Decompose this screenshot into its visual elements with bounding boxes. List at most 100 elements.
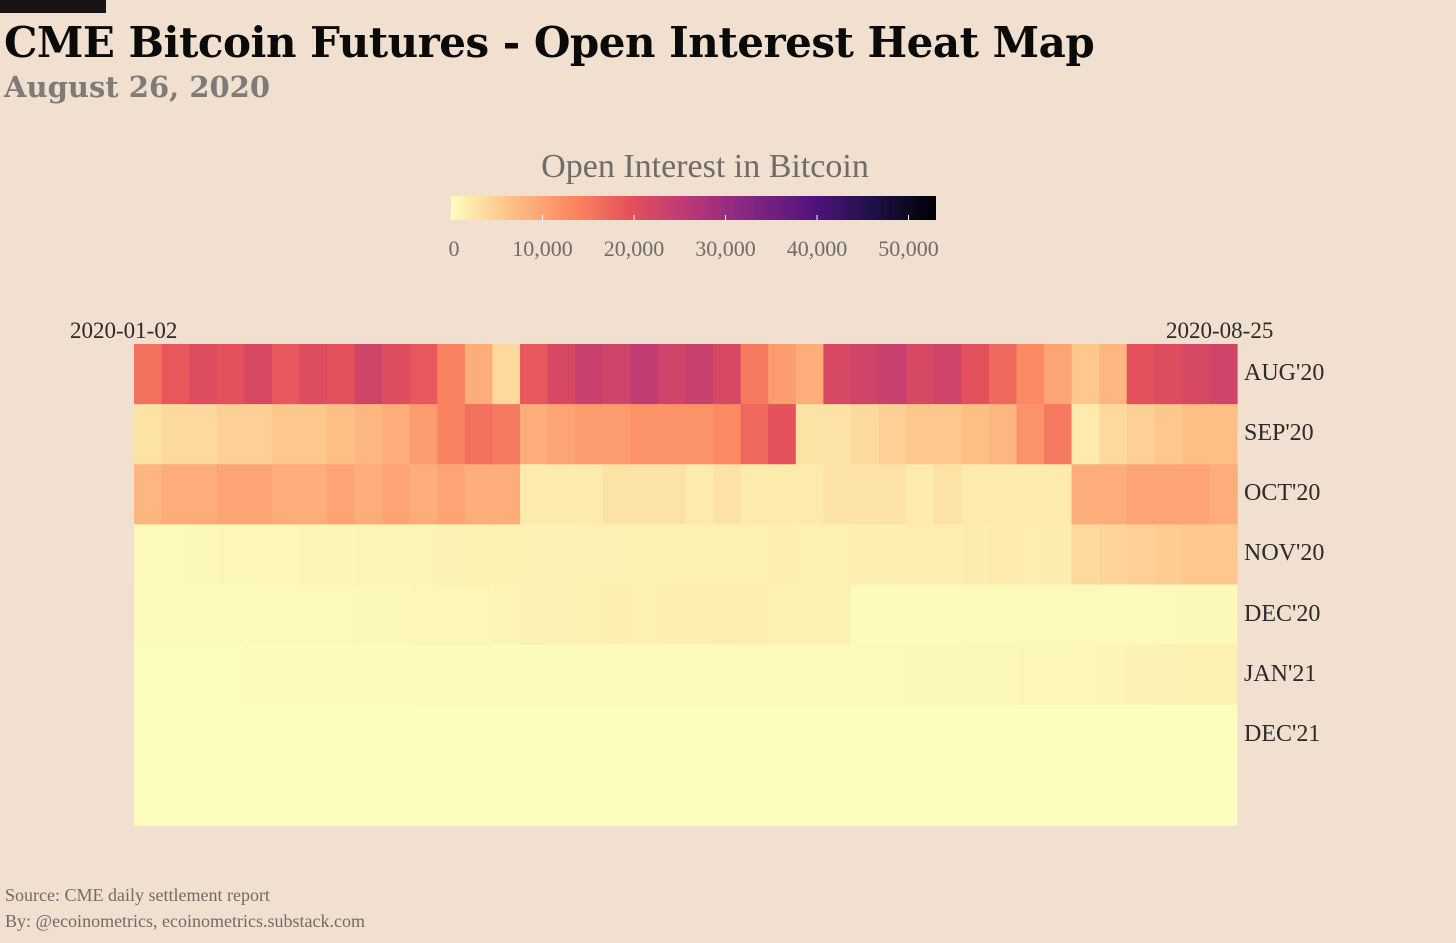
heatmap-cell: [1016, 344, 1045, 405]
heatmap-cell: [1154, 764, 1183, 826]
heatmap-cell: [271, 584, 301, 646]
heatmap-cell: [492, 704, 521, 766]
heatmap-cell: [1043, 404, 1073, 465]
heatmap-cell: [685, 404, 714, 465]
heatmap-cell: [1209, 344, 1238, 405]
heatmap-cell: [1126, 344, 1155, 405]
heatmap-cell: [409, 764, 438, 826]
heatmap-cell: [878, 344, 907, 405]
heatmap-cell: [1016, 464, 1045, 525]
heatmap-cell: [630, 404, 659, 465]
heatmap-cell: [1154, 344, 1183, 405]
y-label: NOV'20: [1244, 540, 1325, 567]
heatmap-cell: [520, 584, 549, 646]
heatmap-cell: [464, 344, 494, 405]
heatmap-cell: [327, 524, 356, 586]
heatmap-cell: [134, 644, 163, 706]
heatmap-cell: [161, 644, 190, 706]
heatmap-cell: [630, 644, 659, 706]
heatmap-cell: [795, 704, 824, 766]
heatmap-cell: [299, 584, 328, 646]
heatmap-cell: [988, 644, 1017, 706]
heatmap-cell: [134, 584, 163, 646]
heatmap-cell: [216, 464, 245, 525]
heatmap-cell: [850, 404, 880, 465]
heatmap-cell: [520, 344, 549, 405]
heatmap-cell: [189, 704, 218, 766]
heatmap-cell: [216, 524, 245, 586]
y-label: SEP'20: [1244, 420, 1314, 447]
heatmap-cell: [961, 704, 990, 766]
heatmap-cell: [161, 464, 190, 525]
heatmap-cell: [740, 464, 769, 525]
heatmap-cell: [1099, 464, 1128, 525]
footer-source: Source: CME daily settlement report: [5, 885, 270, 905]
heatmap-cell: [823, 704, 852, 766]
heatmap-cell: [216, 404, 245, 465]
heatmap-cell: [961, 584, 990, 646]
heatmap-cell: [1016, 404, 1045, 465]
heatmap-cell: [713, 644, 742, 706]
heatmap-cell: [630, 524, 659, 586]
heatmap-cell: [520, 464, 549, 525]
heatmap-cell: [1099, 404, 1128, 465]
heatmap-cell: [1126, 704, 1155, 766]
heatmap-cell: [547, 404, 576, 465]
heatmap-cell: [299, 524, 328, 586]
heatmap-cell: [1154, 404, 1183, 465]
heatmap-cell: [271, 404, 301, 465]
heatmap-cell: [1154, 464, 1183, 525]
heatmap-cell: [768, 464, 797, 525]
heatmap-cell: [354, 644, 383, 706]
heatmap-cell: [271, 764, 301, 826]
heatmap-cell: [547, 584, 576, 646]
heatmap-cell: [933, 344, 962, 405]
heatmap-cell: [492, 764, 521, 826]
heatmap-cell: [1099, 584, 1128, 646]
heatmap-cell: [271, 644, 301, 706]
heatmap-cell: [437, 584, 466, 646]
heatmap-cell: [1099, 764, 1128, 826]
heatmap-cell: [354, 584, 383, 646]
heatmap-cell: [1126, 764, 1155, 826]
heatmap-cell: [1181, 584, 1211, 646]
heatmap-cell: [961, 464, 990, 525]
heatmap-cell: [1181, 764, 1211, 826]
heatmap-cell: [1181, 644, 1211, 706]
heatmap-cell: [768, 764, 797, 826]
heatmap-cell: [933, 584, 962, 646]
heatmap-cell: [768, 404, 797, 465]
heatmap-cell: [713, 524, 742, 586]
heatmap-cell: [1099, 704, 1128, 766]
heatmap-cell: [1071, 344, 1100, 405]
heatmap-cell: [602, 764, 631, 826]
heatmap-cell: [961, 524, 990, 586]
heatmap-cell: [685, 644, 714, 706]
heatmap-cell: [244, 464, 273, 525]
heatmap-cell: [657, 524, 687, 586]
heatmap-cell: [327, 704, 356, 766]
heatmap-cell: [1043, 704, 1073, 766]
legend-color-bar: [451, 196, 936, 220]
heatmap-cell: [1043, 644, 1073, 706]
heatmap-cell: [961, 644, 990, 706]
heatmap-cell: [520, 704, 549, 766]
heatmap-cell: [575, 524, 604, 586]
heatmap-cell: [327, 764, 356, 826]
heatmap-cell: [1043, 344, 1073, 405]
heatmap-cell: [161, 704, 190, 766]
heatmap-cell: [713, 344, 742, 405]
heatmap-cell: [602, 584, 631, 646]
heatmap-cell: [244, 344, 273, 405]
heatmap-cell: [327, 644, 356, 706]
heatmap-cell: [134, 764, 163, 826]
heatmap-cell: [520, 524, 549, 586]
heatmap-cell: [602, 704, 631, 766]
heatmap-cell: [575, 344, 604, 405]
heatmap-cell: [823, 584, 852, 646]
heatmap-cell: [189, 584, 218, 646]
heatmap-cell: [740, 764, 769, 826]
heatmap-cell: [878, 524, 907, 586]
heatmap-cell: [795, 344, 824, 405]
